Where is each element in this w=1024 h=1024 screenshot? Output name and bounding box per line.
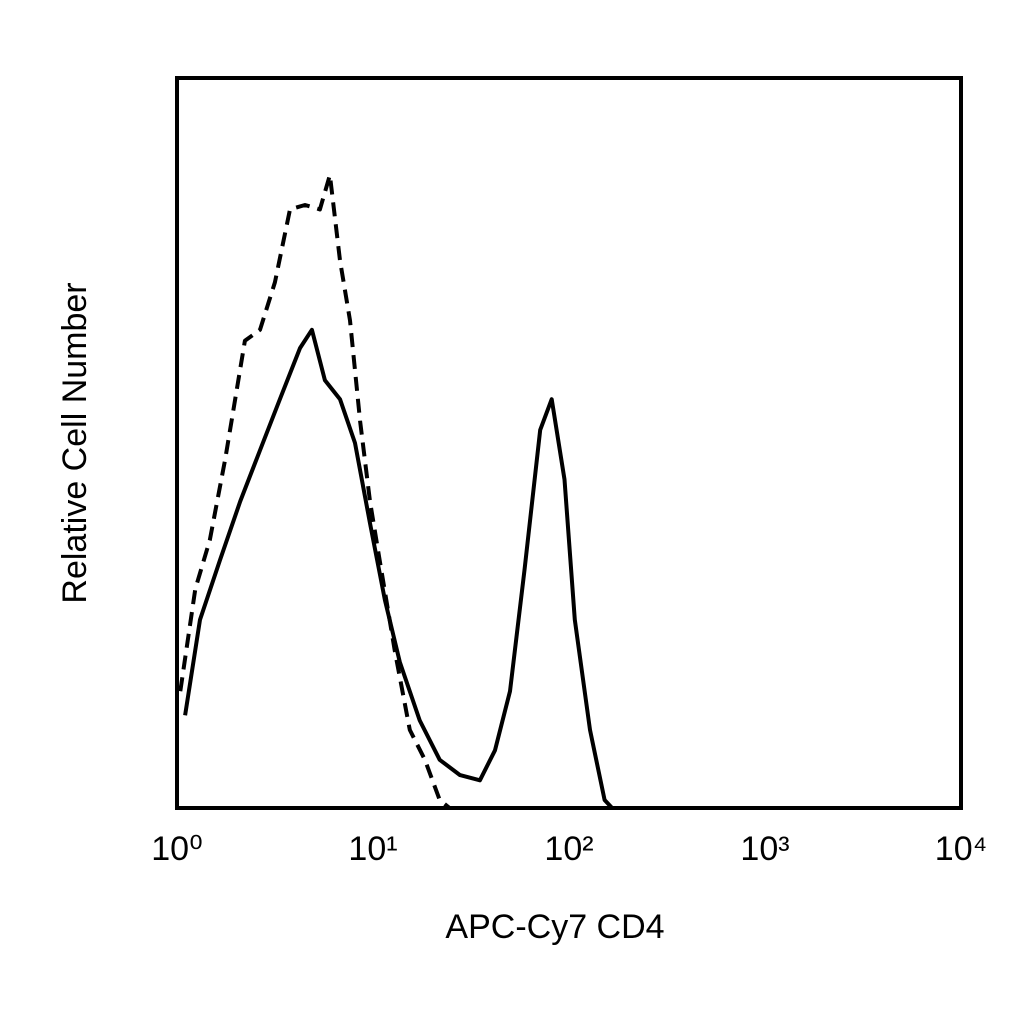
x-tick-label: 10¹ — [348, 830, 397, 868]
x-tick-label: 10² — [544, 830, 593, 868]
series-line — [183, 327, 614, 810]
x-axis-label: APC-Cy7 CD4 — [445, 908, 664, 946]
series-line — [178, 173, 451, 810]
x-tick-label: 10⁴ — [935, 830, 987, 868]
y-axis-label: Relative Cell Number — [56, 282, 94, 603]
x-tick-label: 10³ — [740, 830, 789, 868]
plot-frame — [175, 76, 963, 810]
x-tick-label: 10⁰ — [151, 830, 202, 868]
